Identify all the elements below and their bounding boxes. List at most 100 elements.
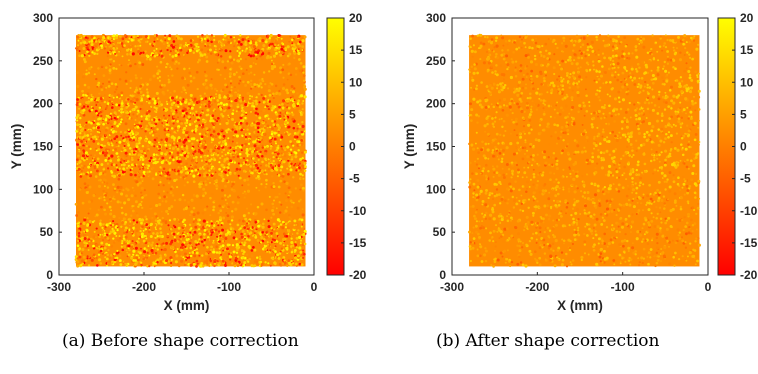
scatter-point <box>201 136 204 139</box>
scatter-point <box>192 180 196 184</box>
scatter-point <box>131 52 135 56</box>
scatter-point <box>235 167 239 171</box>
scatter-point <box>213 176 217 181</box>
scatter-point <box>75 71 79 74</box>
scatter-point <box>280 152 283 155</box>
scatter-point <box>80 164 83 167</box>
scatter-point <box>565 252 568 256</box>
scatter-point <box>538 124 542 127</box>
scatter-point <box>78 150 81 153</box>
scatter-point <box>139 47 142 50</box>
scatter-point <box>175 178 178 181</box>
scatter-point <box>498 152 502 155</box>
scatter-point <box>271 62 274 66</box>
scatter-point <box>247 72 251 75</box>
scatter-point <box>195 70 199 74</box>
scatter-point <box>78 135 82 139</box>
scatter-point <box>176 247 179 251</box>
scatter-point <box>296 35 300 39</box>
scatter-point <box>498 218 502 222</box>
scatter-point <box>83 105 86 109</box>
scatter-point <box>260 110 263 113</box>
scatter-point <box>214 228 218 232</box>
scatter-point <box>191 142 194 145</box>
scatter-point <box>611 241 615 244</box>
scatter-point <box>140 98 144 102</box>
scatter-point <box>280 135 284 139</box>
scatter-point <box>228 75 232 78</box>
scatter-point <box>287 106 291 110</box>
scatter-point <box>163 195 167 199</box>
scatter-point <box>145 117 148 121</box>
scatter-point <box>83 132 86 135</box>
scatter-point <box>111 130 115 134</box>
scatter-point <box>134 225 138 229</box>
scatter-point <box>164 39 167 42</box>
scatter-point <box>199 144 202 147</box>
scatter-point <box>79 132 82 135</box>
scatter-point <box>127 218 130 221</box>
scatter-point <box>175 169 178 172</box>
scatter-point <box>94 40 98 43</box>
scatter-point <box>296 232 299 235</box>
scatter-point <box>120 107 124 111</box>
scatter-point <box>266 100 269 103</box>
scatter-point <box>192 45 195 48</box>
scatter-point <box>112 96 115 99</box>
scatter-point <box>120 64 123 67</box>
scatter-point <box>204 180 207 183</box>
scatter-point <box>303 87 307 91</box>
scatter-point <box>115 166 119 169</box>
scatter-point <box>689 242 692 245</box>
scatter-point <box>107 222 110 225</box>
scatter-point <box>224 38 227 42</box>
scatter-point <box>247 211 251 215</box>
scatter-point <box>224 249 227 252</box>
scatter-point <box>236 255 240 258</box>
scatter-point <box>277 157 280 160</box>
scatter-point <box>209 52 213 55</box>
scatter-point <box>244 237 246 240</box>
scatter-point <box>259 54 262 58</box>
scatter-point <box>89 147 92 150</box>
scatter-point <box>584 150 587 153</box>
scatter-point <box>300 130 304 134</box>
scatter-point <box>105 136 108 139</box>
scatter-point <box>179 37 183 41</box>
scatter-point <box>289 217 293 221</box>
scatter-point <box>85 242 89 245</box>
scatter-point <box>189 231 192 234</box>
scatter-point <box>173 115 176 118</box>
scatter-point <box>83 218 87 222</box>
scatter-point <box>106 162 110 165</box>
scatter-point <box>100 241 104 245</box>
scatter-point <box>130 245 134 249</box>
scatter-point <box>82 57 86 61</box>
scatter-point <box>144 127 148 131</box>
scatter-point <box>179 233 182 236</box>
scatter-point <box>484 247 487 250</box>
scatter-point <box>117 177 121 181</box>
scatter-point <box>112 195 115 198</box>
scatter-point <box>195 259 199 263</box>
scatter-point <box>218 216 222 219</box>
scatter-point <box>118 34 122 38</box>
scatter-point <box>299 250 303 254</box>
scatter-point <box>259 139 261 142</box>
scatter-point <box>127 98 130 101</box>
scatter-point <box>679 101 682 104</box>
scatter-point <box>264 140 267 144</box>
scatter-point <box>255 176 258 180</box>
scatter-point <box>211 227 214 230</box>
scatter-point <box>219 209 223 213</box>
scatter-point <box>146 91 149 94</box>
scatter-point <box>226 202 229 205</box>
scatter-point <box>288 52 292 56</box>
scatter-point <box>93 47 97 51</box>
scatter-point <box>242 80 245 84</box>
scatter-point <box>236 155 240 158</box>
scatter-point <box>129 103 132 106</box>
scatter-point <box>254 220 258 224</box>
scatter-point <box>252 39 256 43</box>
scatter-point <box>684 132 687 135</box>
